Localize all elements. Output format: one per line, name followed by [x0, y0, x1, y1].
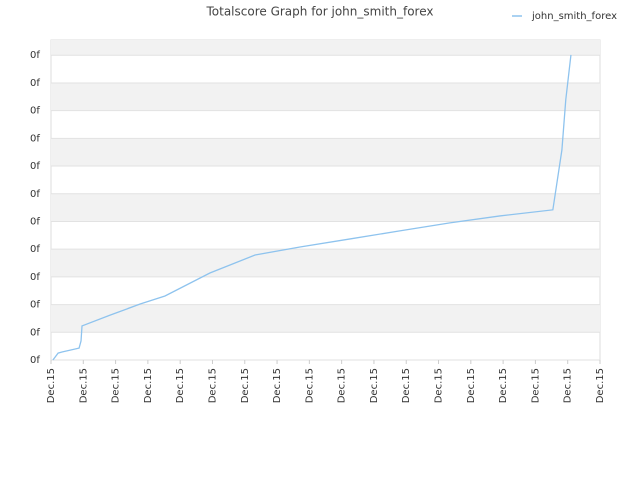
legend-label: john_smith_forex	[531, 11, 617, 22]
grid-band	[51, 193, 600, 222]
y-tick-label: 0f	[30, 216, 40, 227]
y-tick-label: 0f	[30, 133, 40, 144]
y-tick-label: 0f	[30, 106, 40, 117]
y-tick-label: 0f	[30, 78, 40, 89]
x-tick-label: Dec.15	[143, 368, 154, 403]
grid-band	[51, 40, 600, 56]
x-tick-label: Dec.15	[207, 368, 218, 403]
chart-title: Totalscore Graph for john_smith_forex	[205, 5, 433, 19]
x-tick-label: Dec.15	[369, 368, 380, 403]
grid-band	[51, 138, 600, 167]
grid-band	[51, 304, 600, 333]
grid-band	[51, 249, 600, 277]
y-tick-label: 0f	[30, 50, 40, 61]
line	[52, 54, 572, 361]
x-tick-label: Dec.15	[111, 368, 122, 403]
x-tick-label: Dec.15	[563, 368, 574, 403]
y-tick-label: 0f	[30, 272, 40, 283]
x-tick-label: Dec.15	[46, 368, 57, 403]
x-tick-label: Dec.15	[240, 368, 251, 403]
x-tick-label: Dec.15	[466, 368, 477, 403]
y-tick-label: 0f	[30, 189, 40, 200]
x-tick-label: Dec.15	[304, 368, 315, 403]
x-tick-label: Dec.15	[530, 368, 541, 403]
x-tick-label: Dec.15	[595, 368, 606, 403]
y-tick-label: 0f	[30, 355, 40, 366]
y-tick-label: 0f	[30, 300, 40, 311]
grid-band	[51, 82, 600, 111]
y-tick-label: 0f	[30, 161, 40, 172]
x-tick-label: Dec.15	[78, 368, 89, 403]
x-tick-label: Dec.15	[337, 368, 348, 403]
y-tick-label: 0f	[30, 244, 40, 255]
y-tick-label: 0f	[30, 327, 40, 338]
x-tick-label: Dec.15	[401, 368, 412, 403]
x-tick-label: Dec.15	[272, 368, 283, 403]
x-tick-label: Dec.15	[498, 368, 509, 403]
x-tick-label: Dec.15	[175, 368, 186, 403]
x-tick-label: Dec.15	[434, 368, 445, 403]
